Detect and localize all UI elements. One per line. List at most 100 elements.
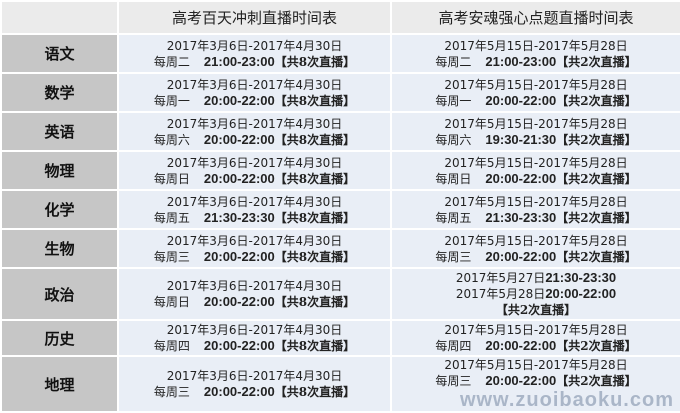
time-range: 20:00-22:00 bbox=[485, 92, 557, 108]
table-row: 政治 2017年3月6日-2017年4月30日 每周日 20:00-22:00【共8次… bbox=[0, 267, 680, 321]
schedule-cell: 2017年5月15日-2017年5月28日 每周二 21:00-23:00【共2次直… bbox=[390, 33, 680, 74]
session-count: 【共8次直播】 bbox=[274, 249, 356, 264]
time-range: 20:00-22:00 bbox=[485, 248, 557, 264]
time-range: 20:00-22:00 bbox=[203, 248, 275, 264]
weekday: 每周六 bbox=[153, 132, 190, 147]
session-count: 【共8次直播】 bbox=[274, 295, 356, 309]
schedule-cell: 2017年5月15日-2017年5月28日 每周三 20:00-22:00【共2次直… bbox=[390, 228, 680, 269]
session-count: 【共2次直播】 bbox=[556, 171, 637, 186]
session-count: 【共8次直播】 bbox=[274, 93, 356, 108]
schedule-line: 每周六 19:30-21:30【共2次直播】 bbox=[392, 132, 680, 148]
weekday: 每周一 bbox=[435, 93, 472, 108]
session-count: 【共2次直播】 bbox=[556, 93, 637, 108]
date-range: 2017年3月6日-2017年4月30日 bbox=[166, 323, 343, 337]
schedule-cell: 2017年3月6日-2017年4月30日 每周二 21:00-23:00【共8次直播… bbox=[117, 33, 392, 74]
schedule-line: 每周五 21:30-23:30【共2次直播】 bbox=[392, 210, 680, 226]
time-range: 20:00-22:00 bbox=[203, 338, 275, 353]
schedule-line: 每周六 20:00-22:00【共8次直播】 bbox=[119, 132, 390, 148]
time-range: 20:00-22:00 bbox=[203, 131, 275, 147]
schedule-line: 2017年5月15日-2017年5月28日 bbox=[392, 116, 680, 132]
schedule-line: 2017年5月15日-2017年5月28日 bbox=[392, 38, 680, 54]
schedule-line: 2017年5月27日21:30-23:30 bbox=[392, 270, 680, 286]
weekday: 每周三 bbox=[153, 249, 190, 264]
schedule-line: 2017年5月15日-2017年5月28日 bbox=[392, 357, 680, 373]
time-range: 20:00-22:00 bbox=[203, 384, 275, 399]
table-row: 生物 2017年3月6日-2017年4月30日 每周三 20:00-22:00【共8次… bbox=[0, 228, 680, 269]
schedule-line: 2017年3月6日-2017年4月30日 bbox=[119, 368, 390, 384]
subject-cell: 英语 bbox=[0, 111, 119, 152]
subject-cell: 物理 bbox=[0, 150, 119, 191]
schedule-line: 每周二 21:00-23:00【共8次直播】 bbox=[119, 54, 390, 70]
date-range: 2017年5月15日-2017年5月28日 bbox=[444, 323, 628, 337]
schedule-line: 每周三 20:00-22:00【共2次直播】 bbox=[392, 373, 680, 389]
subject-cell: 化学 bbox=[0, 189, 119, 230]
date-range: 2017年5月15日-2017年5月28日 bbox=[444, 77, 628, 92]
schedule-cell: 2017年3月6日-2017年4月30日 每周日 20:00-22:00【共8次直播… bbox=[117, 267, 392, 321]
schedule-line: 2017年5月15日-2017年5月28日 bbox=[392, 194, 680, 210]
schedule-line: 2017年5月15日-2017年5月28日 bbox=[392, 77, 680, 93]
time-range: 20:00-22:00 bbox=[203, 170, 275, 186]
schedule-line: 每周日 20:00-22:00【共8次直播】 bbox=[119, 171, 390, 187]
corner-cell bbox=[0, 0, 119, 35]
schedule-cell: 2017年3月6日-2017年4月30日 每周日 20:00-22:00【共8次直播… bbox=[117, 150, 392, 191]
date-range: 2017年5月15日-2017年5月28日 bbox=[444, 233, 628, 248]
session-count: 【共8次直播】 bbox=[274, 54, 356, 69]
schedule-cell: 2017年5月15日-2017年5月28日 每周五 21:30-23:30【共2次直… bbox=[390, 189, 680, 230]
session-count: 【共8次直播】 bbox=[274, 171, 356, 186]
schedule-cell: 2017年5月27日21:30-23:30 2017年5月28日20:00-22:… bbox=[390, 267, 680, 321]
table-row: 英语 2017年3月6日-2017年4月30日 每周六 20:00-22:00【共8次… bbox=[0, 111, 680, 152]
header-row: 高考百天冲刺直播时间表 高考安魂强心点题直播时间表 bbox=[0, 0, 680, 35]
schedule-cell: 2017年3月6日-2017年4月30日 每周六 20:00-22:00【共8次直播… bbox=[117, 111, 392, 152]
session-count: 【共2次直播】 bbox=[556, 210, 637, 225]
date-range: 2017年3月6日-2017年4月30日 bbox=[166, 116, 343, 131]
schedule-line: 2017年5月28日20:00-22:00 bbox=[392, 286, 680, 302]
schedule-line: 每周日 20:00-22:00【共2次直播】 bbox=[392, 171, 680, 187]
weekday: 每周四 bbox=[435, 339, 472, 353]
schedule-cell: 2017年3月6日-2017年4月30日 每周四 20:00-22:00【共8次直播… bbox=[117, 319, 392, 357]
date-range: 2017年5月15日-2017年5月28日 bbox=[444, 194, 628, 209]
schedule-cell: 2017年5月15日-2017年5月28日 每周一 20:00-22:00【共2次直… bbox=[390, 72, 680, 113]
date-range: 2017年3月6日-2017年4月30日 bbox=[166, 233, 343, 248]
session-count: 【共2次直播】 bbox=[556, 132, 637, 147]
time-range: 21:30-23:30 bbox=[545, 270, 617, 285]
table-row: 地理 2017年3月6日-2017年4月30日 每周三 20:00-22:00【共8次… bbox=[0, 355, 680, 413]
schedule-line: 2017年3月6日-2017年4月30日 bbox=[119, 38, 390, 54]
table-row: 化学 2017年3月6日-2017年4月30日 每周五 21:30-23:30【共8次… bbox=[0, 189, 680, 230]
schedule-cell: 2017年5月15日-2017年5月28日 每周四 20:00-22:00【共2次直… bbox=[390, 319, 680, 357]
date-range: 2017年3月6日-2017年4月30日 bbox=[166, 369, 343, 383]
date-range: 2017年3月6日-2017年4月30日 bbox=[166, 38, 343, 53]
weekday: 每周三 bbox=[435, 374, 472, 388]
schedule-line: 2017年3月6日-2017年4月30日 bbox=[119, 77, 390, 93]
schedule-cell: 2017年5月15日-2017年5月28日 每周六 19:30-21:30【共2次直… bbox=[390, 111, 680, 152]
schedule-line: 每周日 20:00-22:00【共8次直播】 bbox=[119, 294, 390, 310]
subject-cell: 政治 bbox=[0, 267, 119, 321]
schedule-line: 每周四 20:00-22:00【共2次直播】 bbox=[392, 338, 680, 354]
date-range: 2017年3月6日-2017年4月30日 bbox=[166, 279, 343, 293]
table-row: 历史 2017年3月6日-2017年4月30日 每周四 20:00-22:00【共8次… bbox=[0, 319, 680, 357]
weekday: 每周三 bbox=[153, 385, 190, 399]
weekday: 每周一 bbox=[153, 93, 190, 108]
weekday: 每周五 bbox=[435, 210, 472, 225]
session-count: 【共2次直播】 bbox=[556, 374, 637, 388]
time-range: 21:00-23:00 bbox=[485, 53, 557, 69]
time-range: 20:00-22:00 bbox=[485, 170, 557, 186]
schedule-line: 每周五 21:30-23:30【共8次直播】 bbox=[119, 210, 390, 226]
schedule-cell: 2017年3月6日-2017年4月30日每周三 20:00-22:00【共8次直播… bbox=[117, 355, 392, 413]
schedule-cell: 2017年3月6日-2017年4月30日 每周三 20:00-22:00【共8次直播… bbox=[117, 228, 392, 269]
date-range: 2017年5月15日-2017年5月28日 bbox=[444, 358, 628, 372]
date-range: 2017年5月27日 bbox=[455, 271, 546, 285]
date-range: 2017年3月6日-2017年4月30日 bbox=[166, 77, 343, 92]
time-range: 20:00-22:00 bbox=[203, 92, 275, 108]
session-count: 【共2次直播】 bbox=[556, 339, 637, 353]
weekday: 每周日 bbox=[153, 171, 190, 186]
time-range: 20:00-22:00 bbox=[203, 294, 275, 309]
column-header-sprint: 高考百天冲刺直播时间表 bbox=[117, 0, 392, 35]
schedule-cell: 2017年3月6日-2017年4月30日 每周一 20:00-22:00【共8次直播… bbox=[117, 72, 392, 113]
date-range: 2017年3月6日-2017年4月30日 bbox=[166, 155, 343, 170]
session-count: 【共2次直播】 bbox=[556, 54, 637, 69]
session-count: 【共2次直播】 bbox=[495, 303, 577, 317]
subject-cell: 地理 bbox=[0, 355, 119, 413]
session-count: 【共8次直播】 bbox=[274, 385, 356, 399]
date-range: 2017年5月15日-2017年5月28日 bbox=[444, 116, 628, 131]
